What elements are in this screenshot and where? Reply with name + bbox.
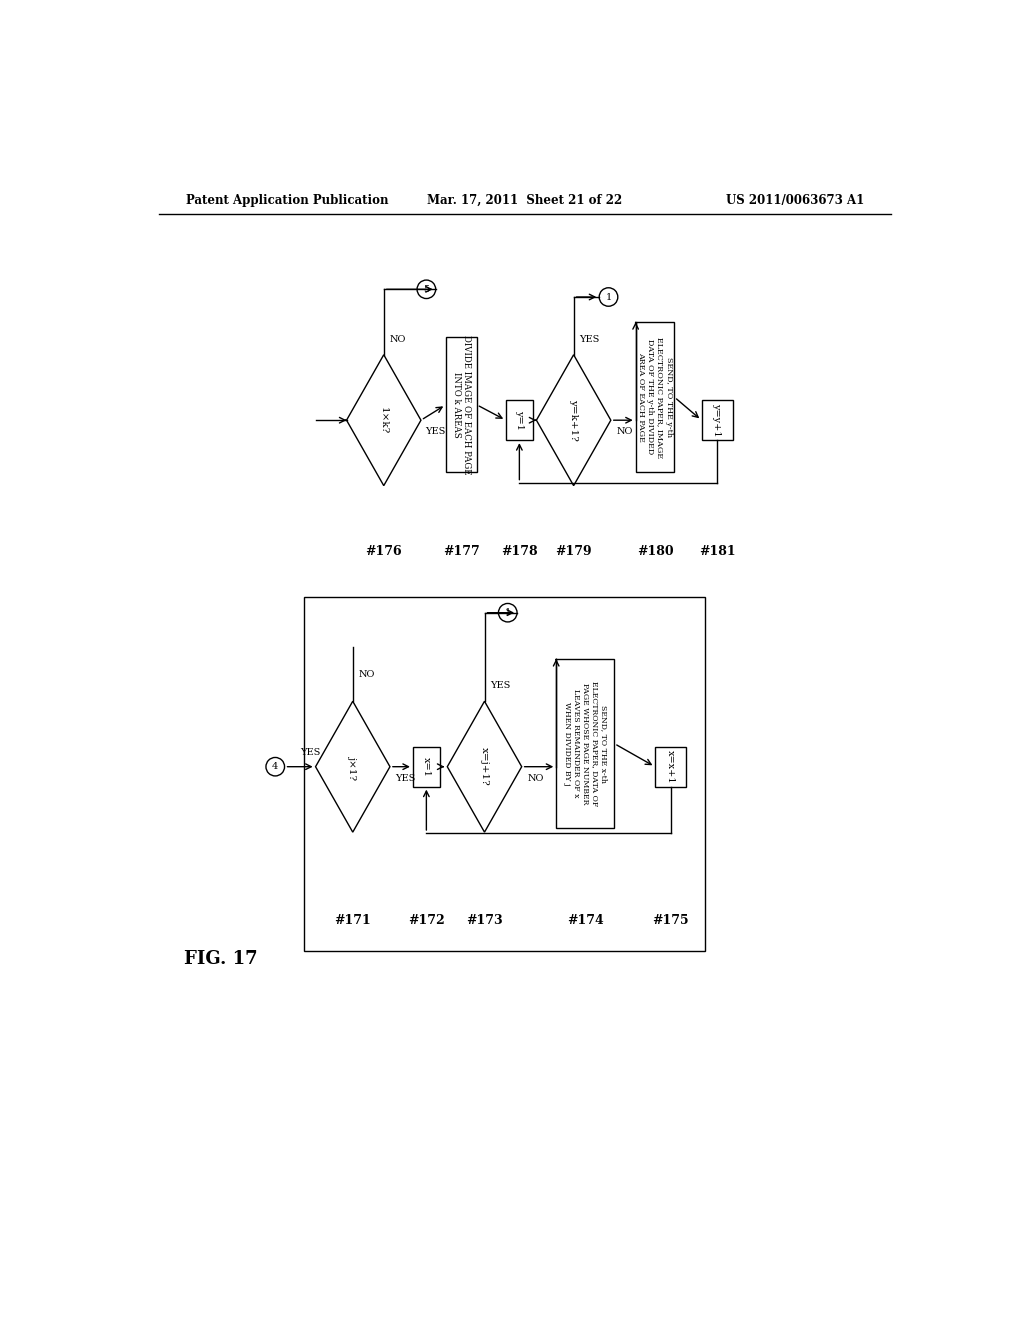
Text: #171: #171 [335,915,371,927]
Text: NO: NO [389,335,406,343]
Text: YES: YES [395,774,416,783]
Text: x=1: x=1 [422,756,431,776]
Bar [413,747,440,787]
Text: 1: 1 [505,609,511,618]
Text: #173: #173 [466,915,503,927]
Text: 5: 5 [423,285,429,294]
Text: DIVIDE IMAGE OF EACH PAGE
INTO k AREAS: DIVIDE IMAGE OF EACH PAGE INTO k AREAS [452,335,471,475]
Text: SEND, TO THE x-th
ELECTRONIC PAPER, DATA OF
PAGE WHOSE PAGE NUMBER
LEAVES REMAIN: SEND, TO THE x-th ELECTRONIC PAPER, DATA… [563,681,607,807]
Text: NO: NO [527,774,544,783]
Text: 1: 1 [605,293,611,301]
Text: #181: #181 [698,545,735,557]
Text: #176: #176 [366,545,402,557]
Text: FIG. 17: FIG. 17 [184,950,258,968]
Text: #178: #178 [501,545,538,557]
Text: y=k+1?: y=k+1? [569,399,579,441]
Text: US 2011/0063673 A1: US 2011/0063673 A1 [726,194,864,207]
Bar [636,322,675,473]
Text: YES: YES [579,335,599,343]
Text: NO: NO [358,669,375,678]
Text: y=1: y=1 [515,411,524,430]
Bar [304,597,706,952]
Bar [701,400,732,441]
Bar [506,400,532,441]
Text: x=x+1: x=x+1 [666,750,675,784]
Text: y=y+1: y=y+1 [713,404,722,437]
Text: Patent Application Publication: Patent Application Publication [186,194,389,207]
Text: #180: #180 [637,545,674,557]
Text: NO: NO [616,428,633,436]
Bar [556,659,614,829]
Text: j×1?: j×1? [348,755,357,779]
Text: SEND, TO THE y-th
ELECTRONIC PAPER, IMAGE
DATA OF THE y-th DIVIDED
AREA OF EACH : SEND, TO THE y-th ELECTRONIC PAPER, IMAG… [637,337,673,458]
Text: x=j+1?: x=j+1? [480,747,489,787]
Text: YES: YES [425,428,445,436]
Text: #174: #174 [567,915,603,927]
Bar [655,747,686,787]
Bar [445,338,477,473]
Text: 4: 4 [272,762,279,771]
Text: Mar. 17, 2011  Sheet 21 of 22: Mar. 17, 2011 Sheet 21 of 22 [427,194,623,207]
Text: #177: #177 [442,545,479,557]
Text: #175: #175 [652,915,689,927]
Text: 1×k?: 1×k? [379,407,388,434]
Text: #179: #179 [555,545,592,557]
Text: YES: YES [300,748,321,758]
Text: #172: #172 [408,915,444,927]
Text: YES: YES [489,681,510,690]
